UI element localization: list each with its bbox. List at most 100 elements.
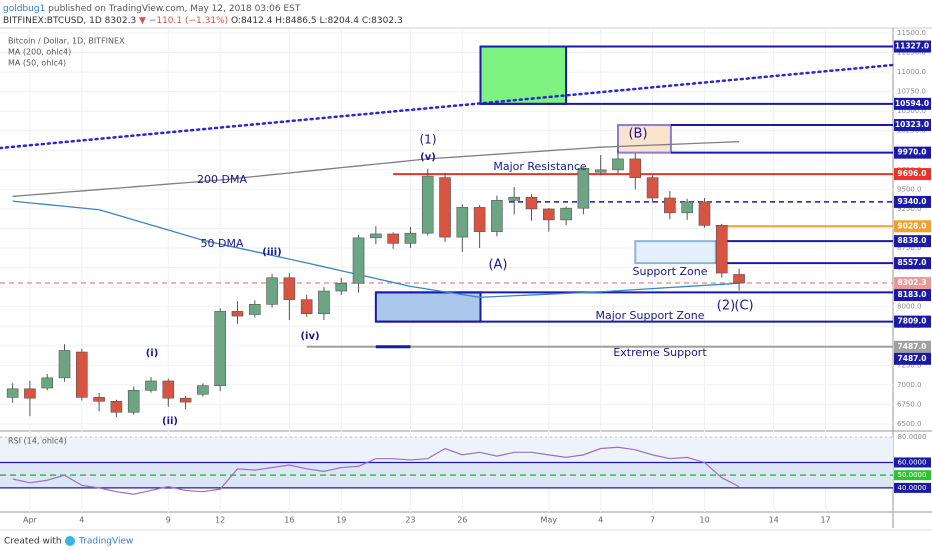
candle-body [612, 158, 624, 171]
candle-body [335, 282, 348, 292]
price-label-bg [894, 119, 931, 132]
header-line: goldbug1 published on TradingView.com, M… [3, 4, 301, 14]
candle-body [145, 380, 157, 391]
rsi-label-bg [894, 482, 931, 493]
candle-body [6, 388, 19, 398]
candle-body [179, 397, 192, 403]
candle-body [646, 177, 659, 199]
price-label: 8557.0 [898, 258, 927, 267]
price-label: 9340.0 [898, 197, 927, 206]
candle-body [318, 290, 330, 315]
y-tick-label: 6500.0 [897, 420, 922, 428]
rsi-label-bg [894, 457, 931, 468]
price-label: 9028.0 [898, 221, 927, 230]
price-label-bg [894, 97, 931, 110]
x-tick-label: 17 [820, 516, 830, 525]
zone [616, 124, 672, 154]
y-tick-label: 80.0000 [898, 433, 927, 441]
x-tick-label: 26 [457, 516, 467, 525]
footer-brand[interactable]: TradingView [78, 537, 133, 547]
price-label-bg [894, 277, 931, 290]
y-tick-label: 40.0000 [898, 484, 927, 492]
candle-body [577, 167, 590, 209]
annotation: (v) [420, 152, 436, 163]
price-label-bg [894, 220, 931, 233]
candle-body [248, 304, 261, 315]
candle-body [214, 311, 226, 386]
zone [634, 240, 717, 265]
annotation: Major Resistance [493, 160, 587, 173]
x-tick-label: 4 [79, 516, 84, 525]
price-label: 7487.0 [898, 342, 927, 351]
change: ▼ −110.1 (−1.31%) [136, 16, 228, 26]
price-label: 8183.0 [898, 290, 927, 299]
price-label-bg [894, 352, 931, 365]
price-label-bg [894, 340, 931, 353]
moving-average [12, 141, 740, 198]
zone [374, 291, 482, 323]
legend-entry: MA (50, ohlc4) [8, 59, 66, 68]
annotation: (2) [717, 299, 735, 314]
moving-average [12, 200, 740, 298]
candle-body [560, 207, 572, 221]
chart-title: Bitcoin / Dollar, 1D, BITFINEX [8, 37, 125, 46]
candle-body [24, 388, 36, 399]
candle-body [93, 397, 105, 402]
y-tick-label: 60.0000 [898, 458, 927, 466]
annotation: (i) [146, 348, 159, 359]
candle-body [162, 380, 175, 399]
candle-body [421, 175, 434, 234]
candle-body [473, 207, 486, 232]
x-tick-label: 7 [650, 516, 655, 525]
candle-body [231, 311, 244, 317]
legend-entry: MA (200, ohlc4) [8, 48, 71, 57]
trendline [0, 63, 895, 150]
candle-body [698, 201, 711, 226]
candle-body [525, 196, 538, 210]
candle-body [58, 350, 71, 379]
y-tick-label: 6750.0 [897, 400, 922, 408]
annotation: (B) [628, 127, 647, 142]
price-label-bg [894, 40, 931, 53]
candle-body [543, 208, 555, 221]
symbol: BITFINEX:BTCUSD, 1D [3, 16, 102, 26]
candle-body [508, 196, 521, 201]
rsi-label-bg [894, 432, 931, 443]
y-tick-label: 8750.0 [897, 244, 922, 252]
rsi-title: RSI (14, ohlc4) [8, 437, 67, 446]
y-tick-label: 9250.0 [897, 205, 922, 213]
y-tick-label: 10750.0 [897, 88, 926, 96]
price-label-bg [894, 146, 931, 159]
annotation: Support Zone [633, 265, 708, 278]
symbol-line: BITFINEX:BTCUSD, 1D 8302.3 ▼ −110.1 (−1.… [3, 16, 403, 26]
annotation: (iii) [262, 247, 281, 258]
candle-body [387, 233, 399, 244]
annotation: (ii) [162, 416, 178, 427]
annotation: (C) [734, 299, 753, 314]
candle-body [127, 390, 140, 413]
x-tick-label: Apr [23, 516, 38, 525]
logo [65, 536, 75, 546]
published: published on TradingView.com, May 12, 20… [45, 4, 301, 14]
price-label: 9696.0 [898, 169, 927, 178]
last: 8302.3 [102, 16, 136, 26]
y-tick-label: 10500.0 [897, 107, 926, 115]
x-tick-label: 10 [699, 516, 709, 525]
candle-body [266, 277, 278, 305]
candle-body [715, 225, 728, 274]
rsi-label-bg [894, 470, 931, 481]
annotation: Major Support Zone [595, 309, 704, 322]
annotation: (1) [420, 133, 437, 147]
price-label: 10323.0 [895, 120, 929, 129]
candle-body [197, 385, 209, 395]
candle-body [300, 299, 313, 315]
footer-created: Created with [4, 537, 62, 547]
candle-body [283, 277, 296, 300]
price-label-bg [894, 289, 931, 302]
author[interactable]: goldbug1 [3, 4, 45, 14]
x-tick-label: May [541, 516, 558, 525]
price-label: 8838.0 [898, 236, 927, 245]
price-label: 7487.0 [898, 354, 927, 363]
